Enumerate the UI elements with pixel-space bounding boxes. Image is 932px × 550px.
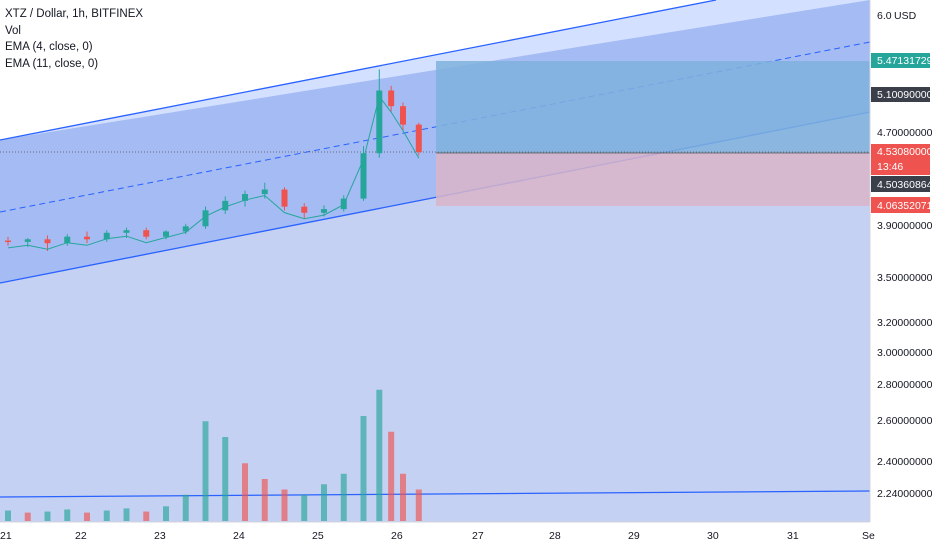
legend-ema-short[interactable]: EMA (4, close, 0) bbox=[5, 41, 93, 53]
candle-body bbox=[24, 239, 31, 242]
candle-body bbox=[388, 90, 395, 107]
candle-body bbox=[103, 232, 110, 240]
y-tick-label: 3.00000000 bbox=[877, 347, 932, 359]
x-tick-label: 29 bbox=[628, 530, 640, 542]
y-tick-label: 2.24000000 bbox=[877, 488, 932, 500]
level-price-text: 5.10090000 bbox=[877, 89, 932, 101]
volume-bar bbox=[182, 494, 189, 521]
candle-body bbox=[163, 231, 169, 237]
candle-body bbox=[400, 106, 406, 125]
candle-body bbox=[84, 236, 90, 240]
stop-price-tag bbox=[871, 197, 930, 213]
candle-body bbox=[143, 230, 150, 237]
volume-bar bbox=[84, 512, 90, 521]
y-tick-label: 3.90000000 bbox=[877, 220, 932, 232]
target-zone[interactable] bbox=[436, 61, 870, 153]
ema-line bbox=[7, 95, 420, 250]
volume-bar bbox=[415, 489, 422, 521]
stop-zone[interactable] bbox=[436, 153, 870, 206]
candles bbox=[5, 69, 422, 251]
volume-bar bbox=[242, 463, 248, 521]
candle-body bbox=[321, 209, 327, 213]
y-tick-label: 2.60000000 bbox=[877, 415, 932, 427]
x-tick-label: 21 bbox=[0, 530, 12, 542]
last-price-text: 4.53080000 bbox=[877, 146, 932, 158]
entry-price-text: 4.50360864 bbox=[877, 179, 932, 191]
y-tick-label: 2.80000000 bbox=[877, 379, 932, 391]
y-tick-label: 2.40000000 bbox=[877, 456, 932, 468]
target-price-text: 5.47131729 bbox=[877, 55, 932, 67]
candle-body bbox=[415, 124, 422, 153]
volume-bar bbox=[123, 508, 130, 521]
volume-bar bbox=[222, 437, 229, 521]
candle-body bbox=[261, 189, 268, 195]
x-tick-label: Se bbox=[862, 530, 875, 542]
volume-bar bbox=[64, 509, 71, 521]
volume-bar bbox=[143, 511, 150, 521]
x-tick-label: 27 bbox=[472, 530, 484, 542]
x-tick-label: 25 bbox=[312, 530, 324, 542]
legend-volume[interactable]: Vol bbox=[5, 24, 21, 37]
volume-baseline[interactable] bbox=[0, 490, 870, 498]
candle-body bbox=[301, 206, 308, 213]
channel-median-line[interactable] bbox=[0, 41, 870, 213]
candle-body bbox=[44, 239, 51, 244]
level-price-tag bbox=[871, 87, 930, 102]
y-tick-label: 6.0 bbox=[877, 10, 892, 22]
candle-body bbox=[281, 189, 288, 207]
y-tick-label: 4.70000000 bbox=[877, 127, 932, 139]
volume-bar bbox=[103, 510, 110, 521]
x-tick-label: 22 bbox=[75, 530, 87, 542]
legend-symbol[interactable]: XTZ / Dollar, 1h, BITFINEX bbox=[5, 8, 144, 20]
volume-bar bbox=[400, 473, 406, 521]
candle-body bbox=[360, 153, 367, 199]
candle-body bbox=[123, 230, 130, 233]
candle-body bbox=[5, 240, 11, 243]
volume-bar bbox=[163, 506, 169, 521]
target-price-tag bbox=[871, 53, 930, 68]
x-tick-label: 31 bbox=[787, 530, 799, 542]
x-tick-label: 28 bbox=[549, 530, 561, 542]
volume-bar bbox=[376, 389, 383, 521]
volume-bar bbox=[360, 416, 367, 521]
y-tick-label: 3.20000000 bbox=[877, 317, 932, 329]
candle-body bbox=[202, 210, 209, 227]
x-tick-label: 26 bbox=[391, 530, 403, 542]
volume-bar bbox=[202, 421, 209, 521]
last-price-tag bbox=[871, 144, 930, 175]
volume-bars bbox=[5, 389, 422, 521]
volume-bar bbox=[261, 479, 268, 521]
volume-bar bbox=[24, 512, 31, 521]
candle-body bbox=[376, 90, 383, 154]
volume-bar bbox=[5, 510, 11, 521]
time-axis[interactable]: 21 22 23 24 25 26 27 28 29 30 31 Se bbox=[0, 530, 875, 542]
stop-price-text: 4.06352071 bbox=[877, 200, 932, 212]
candle-body bbox=[64, 236, 71, 244]
channel-upper-line[interactable] bbox=[0, 0, 717, 141]
chart-legend: XTZ / Dollar, 1h, BITFINEX Vol EMA (4, c… bbox=[5, 6, 143, 72]
x-tick-label: 30 bbox=[707, 530, 719, 542]
legend-ema-long[interactable]: EMA (11, close, 0) bbox=[5, 57, 99, 70]
volume-bar bbox=[321, 484, 327, 521]
currency-label: USD bbox=[894, 10, 917, 22]
x-tick-label: 24 bbox=[233, 530, 245, 542]
countdown-text: 13:46 bbox=[877, 161, 903, 173]
volume-bar bbox=[388, 431, 395, 521]
price-tags: 5.47131729 5.10090000 4.53080000 13:46 4… bbox=[871, 53, 932, 213]
volume-bar bbox=[301, 494, 308, 521]
volume-bar bbox=[281, 489, 288, 521]
volume-bar bbox=[340, 473, 347, 521]
entry-price-tag bbox=[871, 176, 930, 192]
candle-body bbox=[242, 194, 248, 201]
y-tick-label: 3.50000000 bbox=[877, 272, 932, 284]
volume-bar bbox=[44, 511, 51, 521]
candle-body bbox=[222, 200, 229, 211]
candle-body bbox=[182, 226, 189, 232]
price-axis[interactable]: 6.0 USD 4.70000000 3.90000000 3.50000000… bbox=[877, 10, 932, 500]
x-tick-label: 23 bbox=[154, 530, 166, 542]
